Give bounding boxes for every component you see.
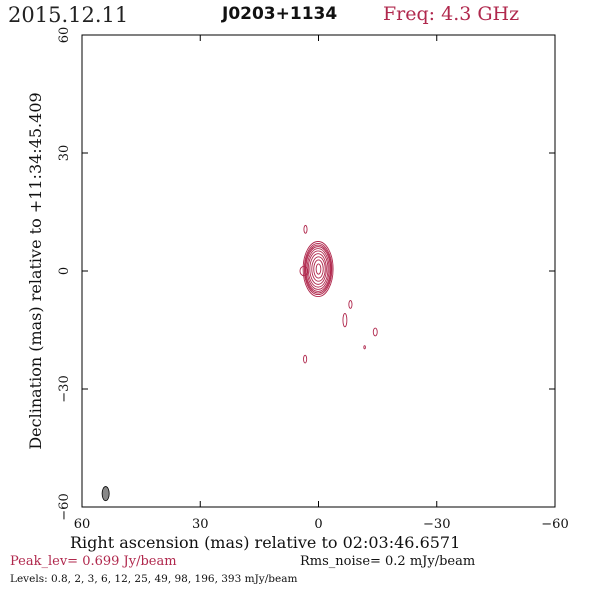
core-contour-4 bbox=[305, 246, 331, 292]
core-contour-3 bbox=[304, 244, 332, 294]
restoring-beam bbox=[101, 486, 110, 502]
y-tick-label-0: −60 bbox=[57, 493, 72, 520]
contour-layer bbox=[299, 241, 334, 298]
weak-feature-contour-3 bbox=[342, 313, 348, 328]
x-tick-label-3: −30 bbox=[423, 517, 450, 532]
x-tick-label-2: 0 bbox=[314, 517, 322, 532]
plot-frame bbox=[81, 34, 556, 508]
weak-feature-contour-4 bbox=[372, 327, 378, 337]
core-contour-7 bbox=[309, 253, 327, 285]
x-tick-label-0: 60 bbox=[74, 517, 91, 532]
core-contour-6 bbox=[307, 250, 329, 288]
core-contour-9 bbox=[313, 259, 324, 279]
core-contour-10 bbox=[315, 263, 322, 275]
core-contour-8 bbox=[311, 256, 326, 282]
y-tick-label-1: −30 bbox=[57, 375, 72, 402]
core-contour-2 bbox=[303, 243, 333, 296]
weak-feature-contour-2 bbox=[348, 300, 353, 309]
x-axis-label: Right ascension (mas) relative to 02:03:… bbox=[70, 533, 461, 552]
observation-date: 2015.12.11 bbox=[8, 3, 129, 27]
y-tick-label-3: 30 bbox=[57, 145, 72, 162]
source-name: J0203+1134 bbox=[222, 4, 338, 24]
core-side-contour bbox=[299, 265, 309, 277]
y-tick-label-4: 60 bbox=[57, 27, 72, 44]
contour-levels: Levels: 0.8, 2, 3, 6, 12, 25, 49, 98, 19… bbox=[10, 573, 298, 585]
tick-layer: 60 30 0 −30 −60 −60 −30 0 30 60 bbox=[57, 27, 569, 532]
core-contour-5 bbox=[306, 248, 330, 290]
rms-noise: Rms_noise= 0.2 mJy/beam bbox=[300, 554, 476, 569]
weak-feature-contour-6 bbox=[303, 354, 308, 364]
core-contour-1 bbox=[302, 241, 334, 298]
frequency-label: Freq: 4.3 GHz bbox=[383, 3, 520, 25]
weak-feature-layer bbox=[303, 224, 378, 364]
beam-layer bbox=[101, 486, 110, 502]
x-tick-label-4: −60 bbox=[541, 517, 568, 532]
weak-feature-contour-1 bbox=[303, 224, 308, 234]
y-tick-label-2: 0 bbox=[57, 267, 72, 275]
y-axis-label: Declination (mas) relative to +11:34:45.… bbox=[26, 92, 45, 449]
x-tick-label-1: 30 bbox=[192, 517, 209, 532]
weak-feature-contour-5 bbox=[363, 345, 366, 350]
peak-level: Peak_lev= 0.699 Jy/beam bbox=[10, 554, 177, 569]
